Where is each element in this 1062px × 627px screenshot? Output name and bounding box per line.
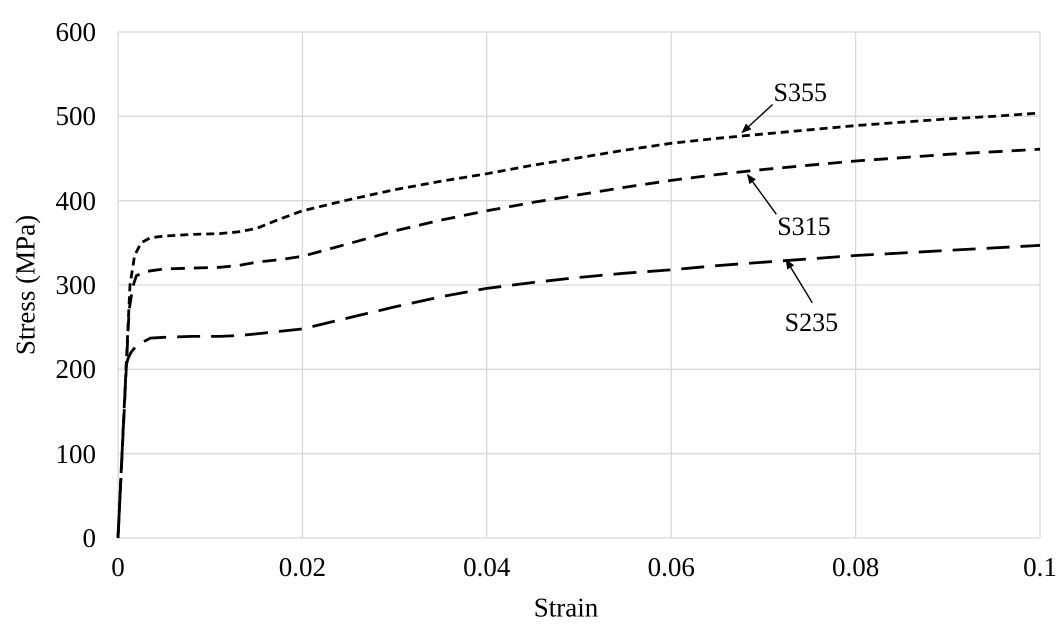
annotation-arrowhead-S315 — [746, 173, 756, 185]
y-tick-label-100: 100 — [55, 438, 97, 469]
series-curve-S315 — [116, 147, 1041, 539]
x-tick-label-0.06: 0.06 — [647, 552, 695, 582]
x-tick-label-0: 0 — [111, 552, 125, 582]
series-curve-S355 — [116, 111, 1041, 539]
y-tick-label-300: 300 — [55, 270, 97, 300]
series-label-S315: S315 — [777, 211, 831, 241]
y-tick-label-200: 200 — [55, 354, 97, 385]
annotation-arrowhead-S355 — [741, 123, 752, 134]
x-axis-title: Strain — [533, 592, 599, 623]
series-label-S235: S235 — [784, 307, 839, 337]
x-tick-label-0.08: 0.08 — [831, 552, 880, 582]
annotation-arrow-S235 — [790, 267, 813, 304]
x-tick-label-0.02: 0.02 — [278, 552, 327, 582]
y-tick-label-500: 500 — [55, 101, 97, 132]
x-tick-label-0.1: 0.1 — [1023, 552, 1057, 582]
series-label-S355: S355 — [773, 77, 827, 107]
annotation-arrow-S315 — [752, 181, 777, 215]
annotation-arrowhead-S235 — [785, 258, 795, 270]
y-tick-label-400: 400 — [55, 185, 97, 216]
y-tick-label-600: 600 — [55, 17, 97, 47]
series-curve-S235 — [116, 244, 1041, 539]
x-tick-label-0.04: 0.04 — [463, 552, 511, 582]
annotation-arrow-S355 — [748, 103, 774, 128]
y-tick-label-0: 0 — [82, 523, 97, 553]
